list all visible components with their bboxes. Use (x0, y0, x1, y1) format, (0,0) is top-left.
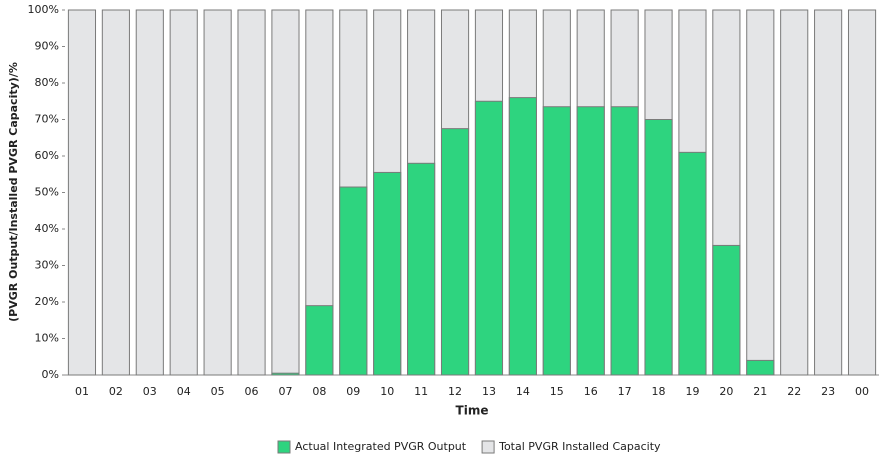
x-tick-label: 22 (787, 385, 801, 398)
y-tick-label: 20% (35, 295, 59, 308)
y-tick-label: 50% (35, 186, 59, 199)
bar (610, 106, 639, 376)
x-tick-label: 14 (516, 385, 530, 398)
x-tick-label: 17 (618, 385, 632, 398)
y-tick-label: 0% (42, 368, 59, 381)
legend-label: Actual Integrated PVGR Output (295, 440, 467, 453)
bar (576, 106, 605, 376)
bar (746, 359, 775, 376)
bar (847, 9, 877, 376)
x-tick-label: 04 (177, 385, 191, 398)
legend-label: Total PVGR Installed Capacity (498, 440, 661, 453)
x-tick-label: 06 (245, 385, 259, 398)
x-tick-label: 03 (143, 385, 157, 398)
x-tick-label: 09 (346, 385, 360, 398)
x-tick-label: 15 (550, 385, 564, 398)
bar (542, 106, 571, 376)
legend-swatch (481, 440, 495, 454)
x-tick-label: 01 (75, 385, 89, 398)
y-tick-label: 100% (28, 3, 59, 16)
bar (339, 186, 368, 376)
x-tick-label: 11 (414, 385, 428, 398)
y-tick-label: 30% (35, 259, 59, 272)
bar (746, 9, 775, 376)
x-tick-label: 07 (278, 385, 292, 398)
y-axis-label: (PVGR Output/Installed PVGR Capacity)/% (7, 62, 20, 322)
bar (67, 9, 97, 376)
x-tick-label: 12 (448, 385, 462, 398)
bar (135, 9, 164, 376)
bar (712, 244, 741, 376)
x-tick-label: 23 (821, 385, 835, 398)
legend-swatch (277, 440, 291, 454)
x-tick-label: 21 (753, 385, 767, 398)
bar (373, 171, 402, 376)
bar (203, 9, 232, 376)
x-tick-label: 00 (855, 385, 869, 398)
y-tick-label: 60% (35, 149, 59, 162)
bar (440, 128, 470, 376)
x-tick-label: 13 (482, 385, 496, 398)
y-tick-label: 80% (35, 76, 59, 89)
y-tick-label: 70% (35, 113, 59, 126)
bar (305, 305, 334, 376)
bar (169, 9, 198, 376)
x-tick-label: 20 (719, 385, 733, 398)
y-tick-label: 10% (35, 332, 59, 345)
x-tick-label: 16 (584, 385, 598, 398)
x-tick-label: 10 (380, 385, 394, 398)
x-tick-label: 08 (312, 385, 326, 398)
y-tick-label: 40% (35, 222, 59, 235)
bar (508, 97, 537, 376)
x-tick-label: 18 (652, 385, 666, 398)
bar (474, 100, 504, 376)
bar (814, 9, 843, 376)
bar (644, 119, 673, 376)
x-tick-label: 02 (109, 385, 123, 398)
bar (678, 151, 707, 376)
x-tick-label: 19 (685, 385, 699, 398)
x-axis-label: Time (456, 404, 489, 418)
bar (237, 9, 266, 376)
bar (780, 9, 809, 376)
bar (271, 372, 300, 376)
bar (271, 9, 300, 376)
bar (101, 9, 130, 376)
x-tick-label: 05 (211, 385, 225, 398)
y-tick-label: 90% (35, 40, 59, 53)
bar (407, 162, 436, 376)
